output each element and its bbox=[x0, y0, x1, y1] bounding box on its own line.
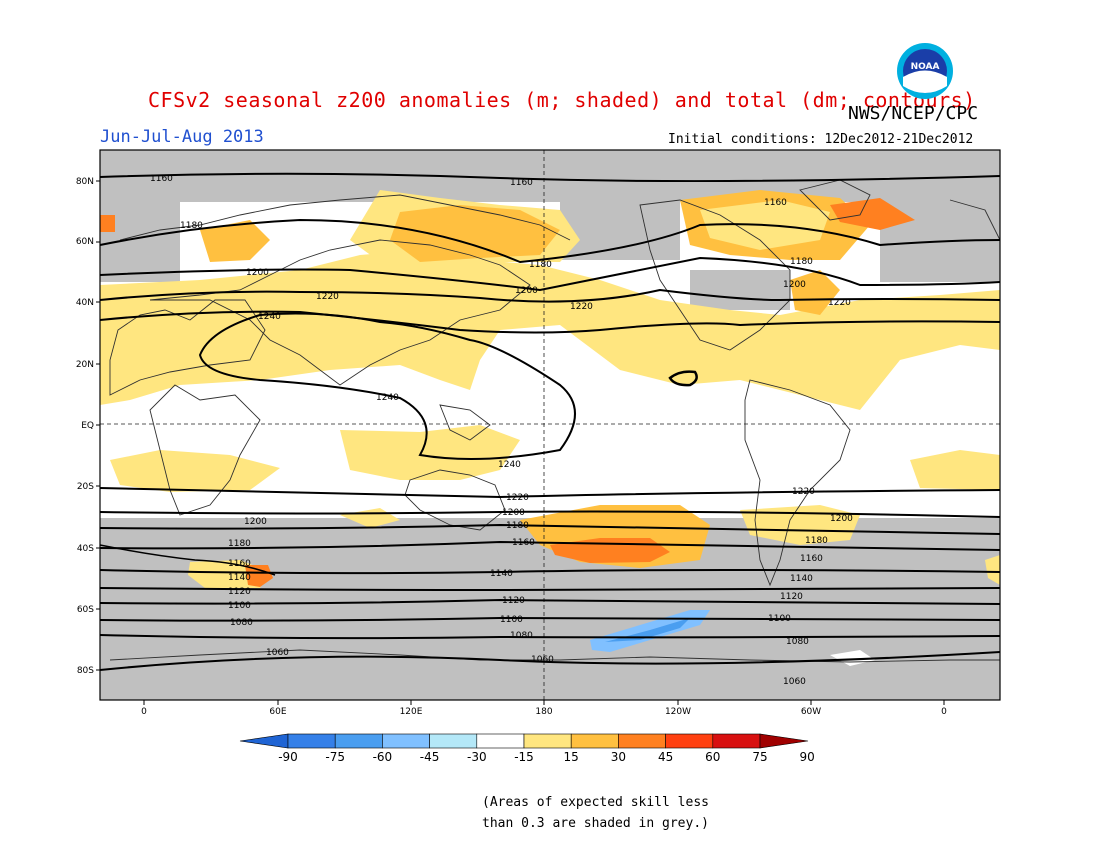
contour-label: 1180 bbox=[805, 536, 828, 546]
contour-label: 1060 bbox=[266, 648, 289, 658]
lat-label: 20N bbox=[76, 360, 94, 370]
height-contours bbox=[99, 172, 1001, 671]
contour-label: 1220 bbox=[792, 487, 815, 497]
colorbar-label: 30 bbox=[611, 750, 626, 764]
reference-lines bbox=[100, 150, 1000, 700]
contour-label: 1240 bbox=[258, 312, 281, 322]
colorbar-label: -75 bbox=[325, 750, 345, 764]
contour-label: 1080 bbox=[230, 618, 253, 628]
contour-label: 1120 bbox=[780, 592, 803, 602]
contour-label: 1160 bbox=[228, 559, 251, 569]
lat-label: 60N bbox=[76, 237, 94, 247]
colorbar-cell bbox=[476, 733, 525, 749]
contour-label: 1180 bbox=[180, 221, 203, 231]
contour-label: 1200 bbox=[246, 268, 269, 278]
map-title: CFSv2 seasonal z200 anomalies (m; shaded… bbox=[148, 88, 976, 112]
contour-label: 1080 bbox=[510, 631, 533, 641]
lat-label: 40S bbox=[77, 544, 94, 554]
colorbar-label: 60 bbox=[705, 750, 720, 764]
contour-label: 1160 bbox=[800, 554, 823, 564]
colorbar-cell bbox=[618, 733, 666, 749]
lon-label: 60E bbox=[269, 707, 286, 717]
latitude-axis: 80N 60N 40N 20N EQ 20S 40S 60S 80S bbox=[76, 177, 94, 676]
colorbar-label: -45 bbox=[420, 750, 440, 764]
contour-label: 1060 bbox=[783, 677, 806, 687]
lat-label: 80S bbox=[77, 666, 94, 676]
contour-label: 1160 bbox=[150, 174, 173, 184]
colorbar-label: -60 bbox=[373, 750, 393, 764]
contour-label: 1200 bbox=[830, 514, 853, 524]
lon-label: 60W bbox=[801, 707, 821, 717]
colorbar-cell bbox=[429, 733, 478, 749]
contour-label: 1220 bbox=[316, 292, 339, 302]
colorbar-arrow-high bbox=[759, 733, 809, 749]
lon-label: 120W bbox=[665, 707, 691, 717]
colorbar-cell bbox=[382, 733, 430, 749]
lat-label: EQ bbox=[81, 421, 94, 431]
contour-label: 1240 bbox=[498, 460, 521, 470]
lat-label: 40N bbox=[76, 298, 94, 308]
lon-label: 120E bbox=[400, 707, 423, 717]
contour-labels: 1160 1160 1160 1180 1180 1180 1200 1200 … bbox=[150, 174, 853, 687]
colorbar-cell bbox=[665, 733, 714, 749]
colorbar-label: 90 bbox=[800, 750, 815, 764]
contour-label: 1180 bbox=[506, 521, 529, 531]
contour-label: 1220 bbox=[570, 302, 593, 312]
lon-label: 180 bbox=[535, 707, 552, 717]
noaa-logo: NOAA bbox=[897, 43, 953, 99]
contour-label: 1160 bbox=[764, 198, 787, 208]
colorbar-label: 45 bbox=[658, 750, 673, 764]
lon-label: 0 bbox=[941, 707, 947, 717]
contour-label: 1200 bbox=[515, 286, 538, 296]
longitude-axis: 0 60E 120E 180 120W 60W 0 bbox=[141, 707, 947, 717]
contour-label: 1100 bbox=[500, 615, 523, 625]
contour-label: 1240 bbox=[376, 393, 399, 403]
footnote-line-1: (Areas of expected skill less bbox=[482, 795, 709, 810]
colorbar-label: -30 bbox=[467, 750, 487, 764]
lat-label: 60S bbox=[77, 605, 94, 615]
colorbar-cell bbox=[287, 733, 336, 749]
contour-label: 1060 bbox=[531, 655, 554, 665]
coastlines bbox=[109, 179, 1001, 663]
contour-label: 1140 bbox=[228, 573, 251, 583]
contour-label: 1180 bbox=[529, 260, 552, 270]
colorbar-arrow-low bbox=[239, 733, 289, 749]
agency-label: NWS/NCEP/CPC bbox=[848, 103, 979, 124]
contour-label: 1200 bbox=[502, 508, 525, 518]
contour-label: 1180 bbox=[790, 257, 813, 267]
colorbar-cell bbox=[570, 733, 619, 749]
logo-text: NOAA bbox=[911, 62, 940, 72]
colorbar-label: 75 bbox=[752, 750, 767, 764]
colorbar-cell bbox=[523, 733, 572, 749]
lat-label: 80N bbox=[76, 177, 94, 187]
colorbar-label: -15 bbox=[514, 750, 534, 764]
contour-label: 1160 bbox=[512, 538, 535, 548]
initial-conditions: Initial conditions: 12Dec2012-21Dec2012 bbox=[668, 132, 974, 147]
contour-label: 1160 bbox=[510, 178, 533, 188]
contour-label: 1200 bbox=[783, 280, 806, 290]
colorbar-cell bbox=[334, 733, 383, 749]
contour-label: 1200 bbox=[244, 517, 267, 527]
lon-label: 0 bbox=[141, 707, 147, 717]
contour-label: 1220 bbox=[828, 298, 851, 308]
contour-label: 1120 bbox=[228, 587, 251, 597]
contour-label: 1120 bbox=[502, 596, 525, 606]
skill-footnote: (Areas of expected skill less than 0.3 a… bbox=[482, 792, 709, 834]
contour-label: 1140 bbox=[790, 574, 813, 584]
contour-label: 1220 bbox=[506, 493, 529, 503]
colorbar-cell bbox=[712, 733, 761, 749]
colorbar-label: -90 bbox=[278, 750, 298, 764]
contour-label: 1080 bbox=[786, 637, 809, 647]
contour-label: 1100 bbox=[768, 614, 791, 624]
forecast-period: Jun-Jul-Aug 2013 bbox=[100, 127, 264, 147]
contour-label: 1180 bbox=[228, 539, 251, 549]
contour-label: 1100 bbox=[228, 601, 251, 611]
lat-label: 20S bbox=[77, 482, 94, 492]
colorbar: -90 -75 -60 -45 -30 -15 15 30 45 60 75 90 bbox=[239, 733, 815, 764]
colorbar-label: 15 bbox=[564, 750, 579, 764]
footnote-line-2: than 0.3 are shaded in grey.) bbox=[482, 816, 709, 831]
contour-label: 1140 bbox=[490, 569, 513, 579]
